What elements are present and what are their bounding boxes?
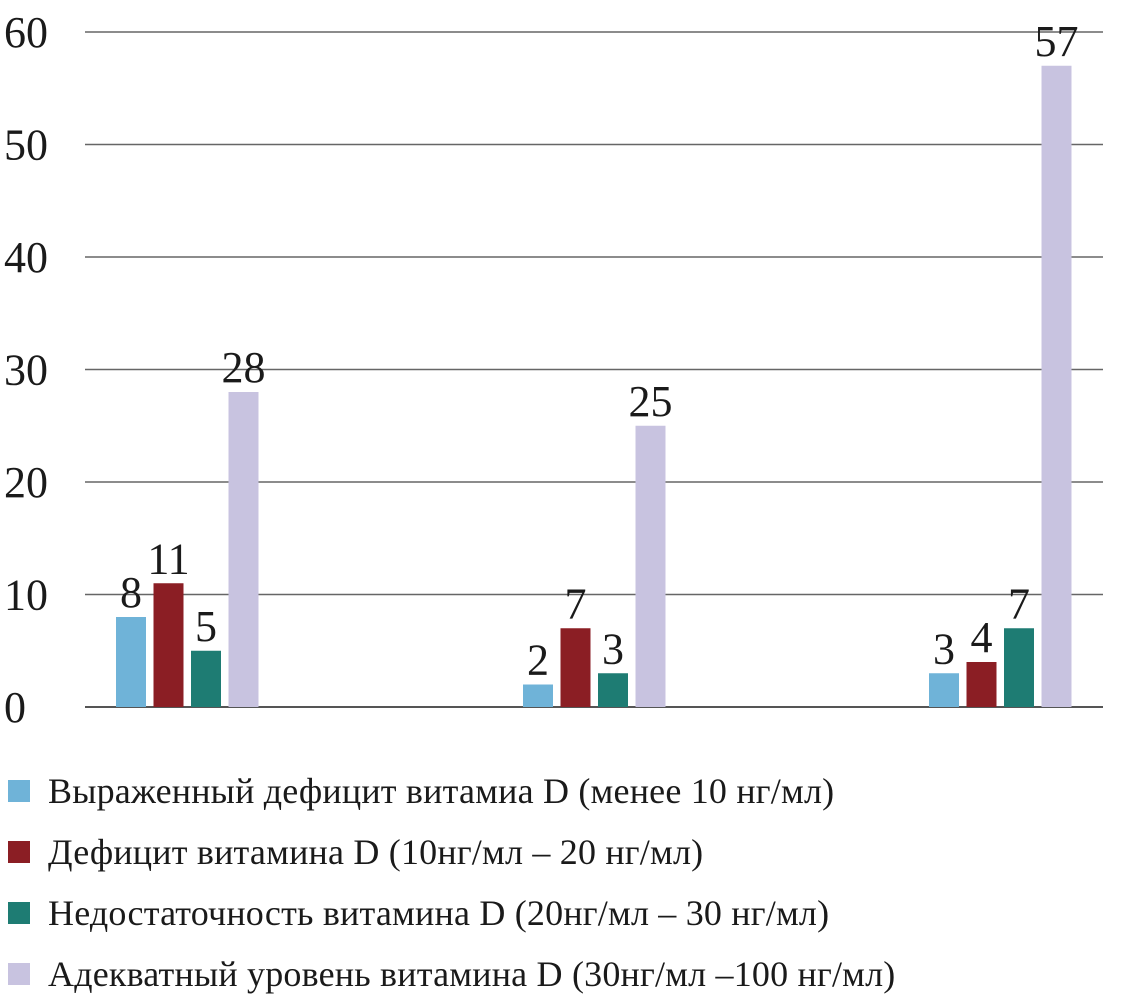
legend-label: Дефицит витамина D (10нг/мл – 20 нг/мл) xyxy=(48,831,704,872)
value-label: 3 xyxy=(933,624,955,673)
bar-group2-series1 xyxy=(523,684,553,707)
legend-item: Недостаточность витамина D (20нг/мл – 30… xyxy=(0,882,1137,943)
value-label: 3 xyxy=(602,624,624,673)
legend-label: Выраженный дефицит витамиа D (менее 10 н… xyxy=(48,770,835,811)
y-tick-label: 30 xyxy=(4,346,48,395)
y-tick-label: 20 xyxy=(4,458,48,507)
value-label: 5 xyxy=(195,602,217,651)
legend-swatch xyxy=(8,962,30,985)
legend: Выраженный дефицит витамиа D (менее 10 н… xyxy=(0,760,1137,1004)
bar-group3-series1 xyxy=(929,673,959,707)
value-label: 8 xyxy=(120,568,142,617)
y-tick-label: 0 xyxy=(4,683,26,732)
value-label: 7 xyxy=(565,579,587,628)
bar-group1-series1 xyxy=(116,617,146,707)
y-tick-label: 40 xyxy=(4,233,48,282)
y-tick-label: 60 xyxy=(4,8,48,57)
bar-group3-series4 xyxy=(1041,65,1072,707)
value-label: 25 xyxy=(629,377,673,426)
value-label: 2 xyxy=(527,636,549,685)
bars xyxy=(116,65,1072,707)
legend-item: Выраженный дефицит витамиа D (менее 10 н… xyxy=(0,760,1137,821)
bar-group2-series2 xyxy=(560,628,591,707)
legend-label: Недостаточность витамина D (20нг/мл – 30… xyxy=(48,892,830,933)
bar-group2-series4 xyxy=(635,425,666,707)
value-label: 57 xyxy=(1035,17,1079,66)
bar-group1-series3 xyxy=(191,650,221,707)
value-label: 11 xyxy=(147,534,189,583)
bar-group1-series4 xyxy=(228,392,259,707)
legend-swatch xyxy=(8,840,30,863)
y-axis-tick-labels: 0 10 20 30 40 50 60 xyxy=(4,8,48,732)
bar-group1-series2 xyxy=(153,583,184,707)
value-label: 28 xyxy=(222,343,266,392)
legend-item: Дефицит витамина D (10нг/мл – 20 нг/мл) xyxy=(0,821,1137,882)
bar-group2-series3 xyxy=(598,673,628,707)
value-label: 7 xyxy=(1008,579,1030,628)
legend-swatch xyxy=(8,779,30,802)
value-label: 4 xyxy=(971,613,993,662)
y-tick-label: 10 xyxy=(4,571,48,620)
legend-label: Адекватный уровень витамина D (30нг/мл –… xyxy=(48,953,896,994)
y-tick-label: 50 xyxy=(4,121,48,170)
bar-group3-series2 xyxy=(966,662,997,707)
legend-item: Адекватный уровень витамина D (30нг/мл –… xyxy=(0,943,1137,1004)
legend-swatch xyxy=(8,901,30,924)
bar-group3-series3 xyxy=(1004,628,1034,707)
